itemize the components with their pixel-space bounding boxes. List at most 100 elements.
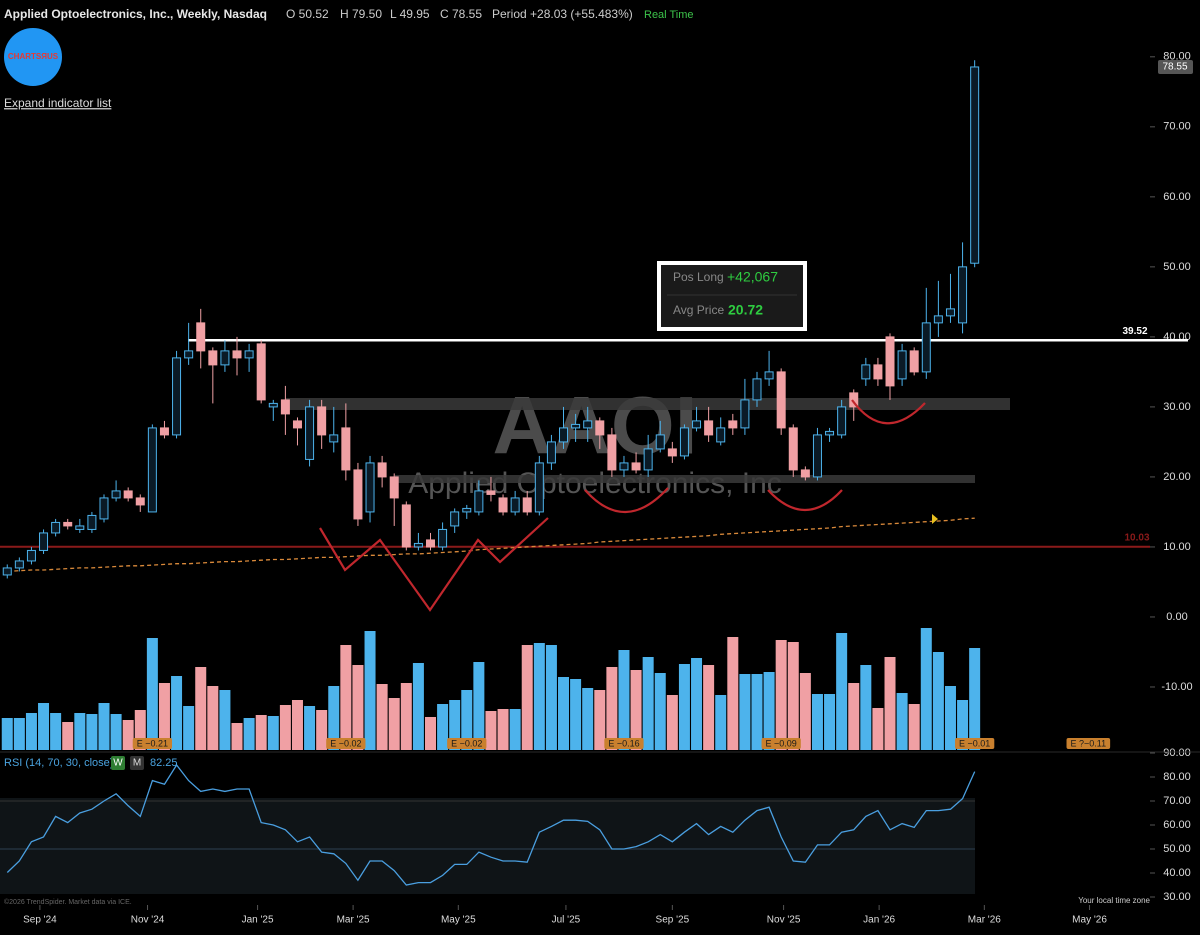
candle-body — [329, 434, 339, 443]
volume-bar — [908, 704, 920, 750]
y-tick-label: 60.00 — [1163, 819, 1191, 831]
zone-band — [285, 398, 1010, 410]
y-tick-label: 30.00 — [1163, 401, 1191, 413]
volume-bar — [86, 714, 98, 750]
volume-bar — [485, 711, 497, 750]
x-tick-label: Nov '24 — [131, 915, 165, 926]
earnings-label: E −0.01 — [959, 738, 990, 748]
candle-body — [885, 336, 895, 387]
underlay: AAOI Applied Optoelectronics, Inc — [0, 381, 1010, 894]
level-label: 39.52 — [1122, 326, 1147, 337]
earnings-tag — [761, 738, 801, 749]
volume-bar — [860, 665, 872, 750]
y-tick-label: 80.00 — [1163, 771, 1191, 783]
y-tick-label: 10.00 — [1163, 541, 1191, 553]
candle-body — [873, 364, 883, 380]
volume-bar — [424, 717, 436, 750]
ohlc-high: H 79.50 — [340, 7, 382, 21]
candle-body — [643, 448, 653, 471]
y-tick-label: 80.00 — [1163, 51, 1191, 63]
volume-bar — [884, 657, 896, 750]
candle-body — [510, 497, 520, 513]
candle-body — [837, 406, 847, 436]
candle-body — [970, 66, 980, 264]
volume-bar — [74, 713, 86, 750]
candle-body — [51, 521, 61, 534]
x-tick-label: Mar '25 — [337, 915, 370, 926]
badge-label[interactable]: W — [113, 758, 123, 769]
candle-body — [220, 350, 230, 366]
ohlc-close: C 78.55 — [440, 7, 482, 21]
y-tick-label: 40.00 — [1163, 867, 1191, 879]
candle-body — [75, 525, 85, 530]
pos-value: +42,067 — [727, 269, 778, 285]
candle-body — [208, 350, 218, 366]
candle-body — [159, 427, 169, 436]
candle-body — [147, 427, 157, 513]
volume-bar — [691, 658, 703, 750]
badge-label[interactable]: M — [133, 758, 141, 769]
volume-bar — [376, 684, 388, 750]
plot: -10.00 0.00 10.00 20.00 30.00 40.00 50.00 60.00… — [0, 51, 1193, 926]
position-box — [657, 261, 807, 331]
volume-bar — [739, 674, 751, 750]
avg-value: 20.72 — [728, 302, 763, 318]
volume-bar — [364, 631, 376, 750]
candle-body — [921, 322, 931, 373]
volume-bar — [896, 693, 908, 750]
volume-bar — [666, 695, 678, 750]
volume-bar — [920, 628, 932, 750]
candle-body — [752, 378, 762, 401]
candle-body — [559, 427, 569, 443]
volume-bar — [872, 708, 884, 750]
candle-body — [450, 511, 460, 527]
marker-arrow — [932, 514, 938, 524]
volume-bar — [412, 663, 424, 750]
volume-bar — [533, 643, 545, 750]
volume-bar — [509, 709, 521, 750]
candle-body — [462, 507, 472, 513]
candle-body — [14, 560, 24, 569]
earnings-label: E −0.02 — [451, 738, 482, 748]
volume-bar — [195, 667, 207, 750]
earnings-label: E −0.16 — [608, 738, 639, 748]
price-tag-label: 78.55 — [1162, 62, 1187, 73]
candle-body — [667, 448, 677, 457]
expand-link[interactable]: Expand indicator list — [4, 96, 112, 110]
candle-body — [63, 521, 73, 527]
volume-bar — [291, 700, 303, 750]
badge[interactable] — [111, 756, 125, 770]
candle-body — [945, 308, 955, 317]
volume-bar — [715, 695, 727, 750]
y-tick-label: 0.00 — [1166, 611, 1187, 623]
volume-bar — [340, 645, 352, 750]
candle-body — [111, 490, 121, 499]
candle-body — [353, 469, 363, 520]
volume-bar — [848, 683, 860, 750]
price-tag — [1158, 59, 1193, 74]
y-tick-label: 90.00 — [1163, 747, 1191, 759]
candle-body — [788, 427, 798, 471]
level-label: 10.03 — [1124, 532, 1149, 543]
candle-body — [268, 402, 278, 408]
volume-bar — [316, 710, 328, 750]
volume-bar — [763, 672, 775, 750]
candle-body — [571, 423, 581, 429]
candle-body — [583, 420, 593, 429]
period-change: Period +28.03 (+55.483%) — [492, 7, 633, 21]
volume-bar — [98, 703, 110, 750]
y-tick-label: 20.00 — [1163, 471, 1191, 483]
y-tick-label: 50.00 — [1163, 261, 1191, 273]
volume-bar — [558, 677, 570, 750]
volume-bar — [110, 714, 122, 750]
volume-bar — [279, 705, 291, 750]
volume-bar — [969, 648, 981, 750]
candle-body — [607, 434, 617, 471]
drawn-arc — [851, 399, 926, 425]
timezone: Your local time zone — [1078, 896, 1150, 905]
candle-body — [377, 462, 387, 478]
candle-body — [800, 469, 810, 478]
badge[interactable] — [130, 756, 144, 770]
avg-label: Avg Price — [673, 303, 724, 317]
volume-bar — [158, 683, 170, 750]
